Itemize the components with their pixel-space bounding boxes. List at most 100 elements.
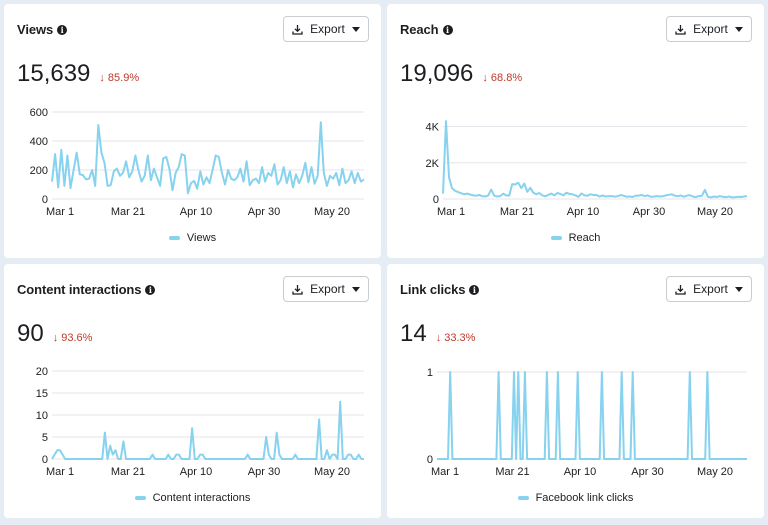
x-tick-label: Apr 30 <box>248 206 280 218</box>
caret-down-icon <box>351 286 360 292</box>
arrow-down-icon: ↓ <box>482 72 488 84</box>
reach-card: Reach i Export 19,096 ↓ 68.8% 0 2K 4K Mar 1… <box>387 4 764 258</box>
legend-label: Views <box>186 232 217 244</box>
views-card: Views i Export 15,639 ↓ 85.9% 0 200 400 600… <box>4 4 381 258</box>
x-tick-label: Apr 10 <box>180 206 212 218</box>
legend-swatch <box>550 236 562 240</box>
y-tick-label: 5 <box>42 432 48 444</box>
export-button[interactable]: Export <box>283 16 369 42</box>
x-tick-label: Mar 21 <box>500 206 534 218</box>
y-tick-label: 20 <box>36 366 48 378</box>
export-button[interactable]: Export <box>666 16 752 42</box>
metric-change: ↓ 33.3% <box>436 332 476 344</box>
metric-row: 90 ↓ 93.6% <box>17 320 92 348</box>
metric-change: ↓ 68.8% <box>482 72 522 84</box>
export-button[interactable]: Export <box>283 276 369 302</box>
card-title: Reach i <box>400 22 453 37</box>
series-line <box>51 400 364 460</box>
x-tick-label: Apr 10 <box>564 466 596 478</box>
legend-swatch <box>517 496 529 500</box>
series-line <box>437 371 747 460</box>
caret-down-icon <box>734 286 743 292</box>
x-tick-label: Apr 30 <box>631 466 663 478</box>
y-tick-label: 200 <box>30 165 48 177</box>
x-tick-label: Mar 21 <box>111 466 145 478</box>
metric-row: 14 ↓ 33.3% <box>400 320 475 348</box>
export-button[interactable]: Export <box>666 276 752 302</box>
metric-row: 15,639 ↓ 85.9% <box>17 60 139 88</box>
info-icon[interactable]: i <box>469 284 480 295</box>
x-tick-label: Apr 30 <box>248 466 280 478</box>
chart: 0 2K 4K Mar 1 Mar 21 Apr 10 Apr 30 May 20 <box>426 120 748 218</box>
x-tick-label: May 20 <box>314 206 350 218</box>
x-tick-label: Mar 1 <box>437 206 465 218</box>
legend-label: Reach <box>568 232 601 244</box>
caret-down-icon <box>734 26 743 32</box>
download-icon <box>675 284 686 295</box>
x-tick-label: Mar 1 <box>46 466 74 478</box>
y-tick-label: 1 <box>427 367 433 379</box>
legend-swatch <box>134 496 146 500</box>
info-icon[interactable]: i <box>442 24 453 35</box>
x-tick-label: Mar 1 <box>431 466 459 478</box>
x-tick-label: May 20 <box>697 466 733 478</box>
export-label: Export <box>310 22 345 36</box>
legend-swatch <box>168 236 180 240</box>
metric-change-value: 93.6% <box>61 332 93 344</box>
download-icon <box>292 24 303 35</box>
metric-change-value: 33.3% <box>444 332 476 344</box>
info-icon[interactable]: i <box>145 284 156 295</box>
x-tick-label: Mar 21 <box>495 466 529 478</box>
legend-label: Content interactions <box>152 492 251 504</box>
card-title-text: Content interactions <box>17 282 142 297</box>
y-tick-label: 15 <box>36 388 48 400</box>
x-tick-label: May 20 <box>314 466 350 478</box>
series-line <box>442 120 748 199</box>
x-tick-label: Apr 10 <box>180 466 212 478</box>
x-tick-label: Apr 10 <box>567 206 599 218</box>
download-icon <box>675 24 686 35</box>
y-tick-label: 4K <box>426 122 440 134</box>
y-tick-label: 0 <box>42 454 48 466</box>
metric-row: 19,096 ↓ 68.8% <box>400 60 522 88</box>
chart-legend: Reach <box>387 232 764 244</box>
metric-change-value: 85.9% <box>107 72 140 84</box>
caret-down-icon <box>351 26 360 32</box>
chart-legend: Facebook link clicks <box>387 492 764 504</box>
export-label: Export <box>693 22 728 36</box>
y-tick-label: 0 <box>42 194 48 206</box>
y-tick-label: 400 <box>30 136 48 148</box>
chart: 0 5 10 15 20 Mar 1 Mar 21 Apr 10 Apr 30 May 20 <box>36 366 364 478</box>
content-interactions-card: Content interactions i Export 90 ↓ 93.6%… <box>4 264 381 518</box>
x-tick-label: Mar 21 <box>111 206 145 218</box>
chart: 0 1 Mar 1 Mar 21 Apr 10 Apr 30 May 20 <box>427 367 747 478</box>
card-title-text: Views <box>17 22 54 37</box>
download-icon <box>292 284 303 295</box>
chart: 0 200 400 600 Mar 1 Mar 21 Apr 10 Apr 30 May 20 <box>30 107 365 218</box>
x-tick-label: Mar 1 <box>46 206 74 218</box>
y-tick-label: 0 <box>427 454 433 466</box>
card-title: Views i <box>17 22 68 37</box>
info-icon[interactable]: i <box>57 24 68 35</box>
arrow-down-icon: ↓ <box>52 332 59 344</box>
y-tick-label: 0 <box>433 194 439 206</box>
y-tick-label: 10 <box>36 410 48 422</box>
metric-value: 19,096 <box>400 60 474 87</box>
x-tick-label: May 20 <box>697 206 733 218</box>
metric-value: 14 <box>400 320 427 347</box>
chart-legend: Views <box>4 232 381 244</box>
chart-legend: Content interactions <box>4 492 381 504</box>
x-tick-label: Apr 30 <box>633 206 665 218</box>
y-tick-label: 2K <box>426 158 440 170</box>
card-title: Link clicks i <box>400 282 480 297</box>
link-clicks-card: Link clicks i Export 14 ↓ 33.3% 0 1 Mar 1 M… <box>387 264 764 518</box>
y-tick-label: 600 <box>30 107 48 119</box>
metric-value: 90 <box>17 320 44 347</box>
export-label: Export <box>693 282 728 296</box>
metric-change: ↓ 85.9% <box>99 72 139 84</box>
metric-change: ↓ 93.6% <box>53 332 93 344</box>
arrow-down-icon: ↓ <box>435 332 442 344</box>
metric-change-value: 68.8% <box>490 72 523 84</box>
series-line <box>51 121 365 195</box>
legend-label: Facebook link clicks <box>535 492 634 504</box>
